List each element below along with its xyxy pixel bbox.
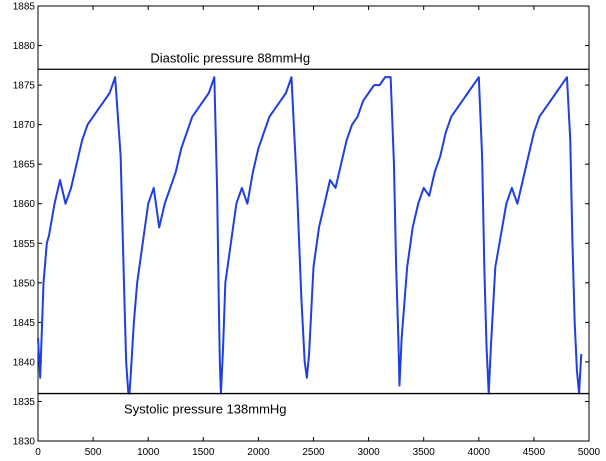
y-tick-label: 1885	[13, 2, 36, 13]
y-tick-label: 1845	[13, 318, 36, 329]
y-tick-label: 1855	[13, 239, 36, 250]
plot-area-frame	[37, 5, 590, 442]
x-tick-label: 1000	[137, 447, 160, 458]
y-tick-label: 1840	[13, 357, 36, 368]
y-tick-label: 1875	[13, 81, 36, 92]
y-tick-label: 1835	[13, 397, 36, 408]
reference-lines: Diastolic pressure 88mmHg Systolic pressu…	[38, 50, 589, 417]
y-tick-label: 1850	[13, 278, 36, 289]
y-axis: 1830 1835 1840 1845 1850 1855 1860 1865 1870 1875…	[13, 2, 589, 448]
x-tick-label: 0	[35, 447, 41, 458]
x-axis: 0 500 1000 1500 2000 2500 3000 3500 4000 4500 5000	[35, 6, 601, 458]
x-tick-label: 4000	[468, 447, 491, 458]
y-tick-label: 1880	[13, 41, 36, 52]
x-tick-label: 4500	[523, 447, 546, 458]
x-tick-label: 1500	[192, 447, 215, 458]
reference-line-label: Systolic pressure 138mmHg	[124, 402, 287, 417]
y-tick-label: 1860	[13, 199, 36, 210]
x-tick-label: 3500	[413, 447, 436, 458]
x-tick-label: 2500	[302, 447, 325, 458]
x-tick-label: 5000	[578, 447, 601, 458]
x-tick-label: 500	[85, 447, 102, 458]
x-tick-label: 3000	[357, 447, 380, 458]
reference-line-label: Diastolic pressure 88mmHg	[150, 50, 310, 65]
x-tick-label: 2000	[247, 447, 270, 458]
y-tick-label: 1865	[13, 160, 36, 171]
y-tick-label: 1870	[13, 120, 36, 131]
y-tick-label: 1830	[13, 437, 36, 448]
